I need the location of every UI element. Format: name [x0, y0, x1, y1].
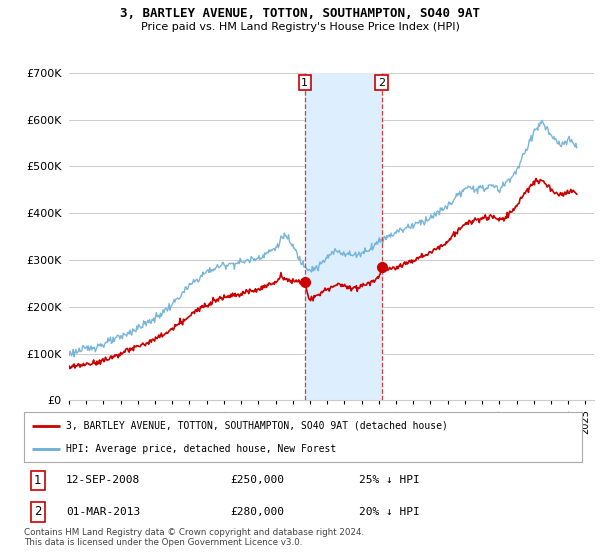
Text: Contains HM Land Registry data © Crown copyright and database right 2024.
This d: Contains HM Land Registry data © Crown c… [24, 528, 364, 547]
Text: HPI: Average price, detached house, New Forest: HPI: Average price, detached house, New … [66, 445, 336, 454]
Text: 1: 1 [34, 474, 41, 487]
Text: 2: 2 [378, 78, 385, 88]
Bar [305, 73, 382, 400]
Text: £280,000: £280,000 [230, 507, 284, 517]
Text: 2: 2 [34, 505, 41, 518]
Text: 12-SEP-2008: 12-SEP-2008 [66, 475, 140, 486]
Text: 1: 1 [301, 78, 308, 88]
Text: £250,000: £250,000 [230, 475, 284, 486]
Text: 3, BARTLEY AVENUE, TOTTON, SOUTHAMPTON, SO40 9AT: 3, BARTLEY AVENUE, TOTTON, SOUTHAMPTON, … [120, 7, 480, 20]
Text: Price paid vs. HM Land Registry's House Price Index (HPI): Price paid vs. HM Land Registry's House … [140, 22, 460, 32]
Text: 3, BARTLEY AVENUE, TOTTON, SOUTHAMPTON, SO40 9AT (detached house): 3, BARTLEY AVENUE, TOTTON, SOUTHAMPTON, … [66, 421, 448, 431]
Text: 20% ↓ HPI: 20% ↓ HPI [359, 507, 419, 517]
Text: 01-MAR-2013: 01-MAR-2013 [66, 507, 140, 517]
Text: 25% ↓ HPI: 25% ↓ HPI [359, 475, 419, 486]
